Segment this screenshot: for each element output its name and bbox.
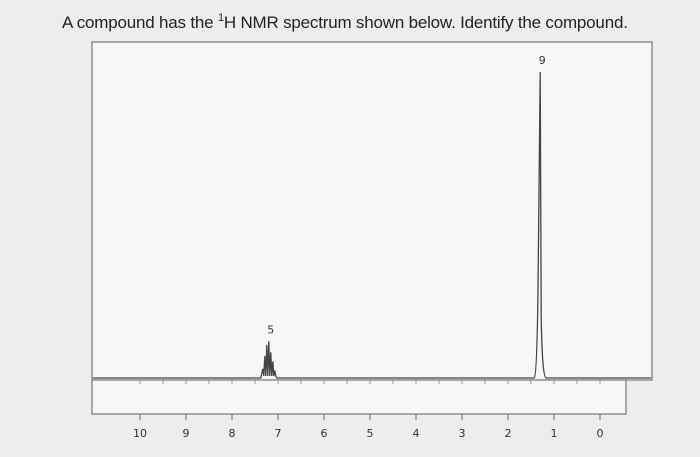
peak-integration-label: 5 bbox=[267, 323, 274, 336]
x-tick-label: 2 bbox=[505, 427, 512, 440]
plot-frame bbox=[91, 41, 653, 381]
x-tick-label: 8 bbox=[229, 427, 236, 440]
x-tick-label: 0 bbox=[597, 427, 604, 440]
x-axis-ticks bbox=[139, 380, 601, 420]
question-prefix: A compound has the bbox=[62, 13, 218, 32]
peak-integration-labels: 59 bbox=[267, 54, 545, 336]
peak-integration-label: 9 bbox=[539, 54, 546, 67]
x-tick-label: 5 bbox=[367, 427, 374, 440]
question-text: A compound has the 1H NMR spectrum shown… bbox=[62, 12, 628, 33]
spectrum-trace bbox=[93, 71, 651, 379]
x-axis-tick-labels: 10 9 8 7 6 5 4 3 2 1 0 bbox=[133, 427, 604, 440]
question-suffix: H NMR spectrum shown below. Identify the… bbox=[223, 13, 628, 32]
x-tick-label: 10 bbox=[133, 427, 147, 440]
x-tick-label: 6 bbox=[321, 427, 328, 440]
x-tick-label: 7 bbox=[275, 427, 282, 440]
question-superscript: 1 bbox=[217, 12, 224, 24]
x-tick-label: 3 bbox=[459, 427, 466, 440]
x-tick-label: 9 bbox=[183, 427, 190, 440]
x-tick-label: 1 bbox=[551, 427, 558, 440]
scale-frame bbox=[91, 379, 627, 415]
x-tick-label: 4 bbox=[413, 427, 420, 440]
